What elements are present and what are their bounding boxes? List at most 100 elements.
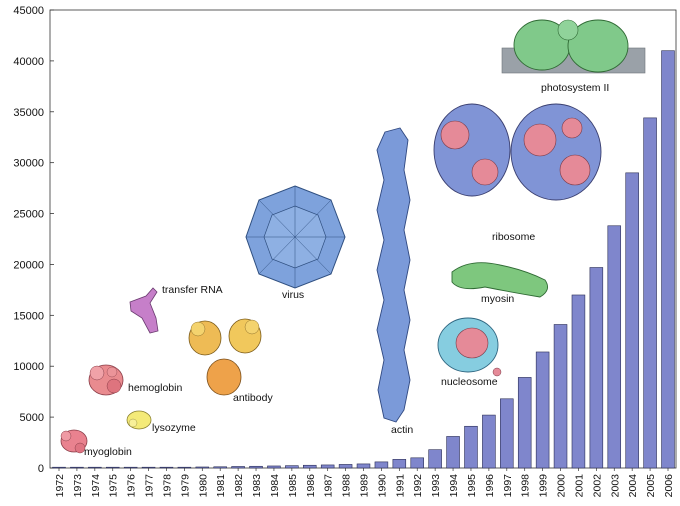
x-axis: 1972 1973 1974 1975 1976 1977 1978 1979 1980 1981… — [54, 468, 675, 497]
bar-1996 — [482, 414, 496, 469]
bar-1999 — [535, 351, 550, 469]
x-tick-label-1992: 1992 — [412, 474, 424, 498]
x-tick-label-2000: 2000 — [556, 474, 568, 498]
bar-1994 — [446, 436, 460, 469]
y-tick-label: 10000 — [13, 361, 44, 373]
actin-illustration — [376, 127, 411, 423]
x-tick-label-1981: 1981 — [215, 474, 227, 498]
x-tick-label-1974: 1974 — [90, 474, 102, 498]
bar-1991 — [392, 459, 407, 469]
antibody-illustration — [188, 318, 262, 396]
label-photosystem-ii: photosystem II — [541, 82, 609, 94]
myoglobin-illustration — [60, 429, 88, 454]
bar-1977 — [141, 466, 156, 469]
photosystem-ii-illustration — [501, 19, 646, 74]
label-nucleosome: nucleosome — [441, 376, 498, 388]
bar-1982 — [231, 466, 245, 469]
plot-frame — [49, 9, 677, 469]
bar-2000 — [553, 324, 568, 469]
x-tick-label-1994: 1994 — [448, 474, 460, 498]
label-myoglobin: myoglobin — [84, 446, 132, 458]
x-tick-label-1990: 1990 — [376, 474, 388, 498]
bar-1975 — [105, 466, 120, 469]
x-tick-label-1995: 1995 — [466, 474, 478, 498]
label-lysozyme: lysozyme — [152, 422, 196, 434]
bar-1983 — [249, 465, 263, 469]
bar-1979 — [177, 466, 192, 469]
label-myosin: myosin — [481, 293, 514, 305]
bar-2001 — [571, 294, 586, 469]
bar-1974 — [88, 466, 102, 469]
x-tick-label-1999: 1999 — [538, 474, 550, 498]
y-tick-label: 0 — [38, 463, 44, 475]
y-tick-label: 15000 — [13, 310, 44, 322]
bar-2006 — [661, 50, 675, 469]
label-antibody: antibody — [233, 392, 273, 404]
label-virus: virus — [282, 289, 304, 301]
y-tick-label: 25000 — [13, 209, 44, 221]
x-tick-label-1987: 1987 — [323, 474, 335, 498]
label-ribosome: ribosome — [492, 231, 535, 243]
bar-2003 — [607, 225, 622, 469]
bar-1987 — [320, 464, 335, 469]
x-tick-label-1991: 1991 — [394, 474, 406, 498]
molecule-illustrations — [60, 19, 646, 454]
transfer-rna-illustration — [129, 287, 159, 334]
bar-1984 — [267, 465, 281, 469]
bar-1986 — [303, 464, 317, 469]
x-tick-label-2006: 2006 — [663, 474, 675, 498]
virus-illustration — [245, 185, 346, 289]
bar-2002 — [589, 267, 604, 469]
x-tick-label-1976: 1976 — [126, 474, 138, 498]
bar-1985 — [285, 465, 299, 469]
bar-1997 — [500, 398, 514, 469]
x-tick-label-2003: 2003 — [609, 474, 621, 498]
bar-1998 — [517, 377, 532, 469]
label-transfer-rna: transfer RNA — [162, 284, 223, 296]
label-hemoglobin: hemoglobin — [128, 382, 182, 394]
annotation-labels: myoglobin lysozyme hemoglobin transfer R… — [84, 82, 609, 458]
x-tick-label-2004: 2004 — [627, 474, 639, 498]
nucleosome-illustration — [437, 317, 502, 377]
x-tick-label-1982: 1982 — [233, 474, 245, 498]
label-actin: actin — [391, 424, 413, 436]
x-tick-label-1975: 1975 — [108, 474, 120, 498]
myosin-illustration — [451, 262, 549, 298]
x-tick-label-1993: 1993 — [430, 474, 442, 498]
x-tick-label-1986: 1986 — [305, 474, 317, 498]
bar-1988 — [338, 464, 353, 469]
x-tick-label-1983: 1983 — [251, 474, 263, 498]
x-tick-label-1978: 1978 — [161, 474, 173, 498]
bar-1992 — [410, 457, 424, 469]
bar-1972 — [52, 466, 66, 469]
bar-2005 — [643, 117, 657, 469]
x-tick-label-1977: 1977 — [144, 474, 156, 498]
y-tick-label: 40000 — [13, 56, 44, 68]
bars — [52, 50, 675, 469]
bar-1995 — [464, 425, 478, 469]
x-tick-label-1989: 1989 — [359, 474, 371, 498]
hemoglobin-illustration — [88, 364, 124, 396]
x-tick-label-1973: 1973 — [72, 474, 84, 498]
bar-1993 — [428, 449, 442, 469]
x-tick-label-2005: 2005 — [645, 474, 657, 498]
bar-1980 — [195, 466, 210, 469]
x-tick-label-1980: 1980 — [197, 474, 209, 498]
bar-1973 — [70, 466, 84, 469]
y-tick-label: 30000 — [13, 158, 44, 170]
bar-1989 — [356, 463, 371, 469]
ribosome-illustration — [433, 103, 602, 201]
lysozyme-illustration — [126, 410, 152, 430]
x-tick-label-1988: 1988 — [341, 474, 353, 498]
bar-2004 — [625, 172, 639, 469]
y-tick-label: 35000 — [13, 107, 44, 119]
bar-1976 — [123, 466, 138, 469]
y-tick-label: 45000 — [13, 5, 44, 17]
x-tick-label-1979: 1979 — [179, 474, 191, 498]
bar-1981 — [213, 466, 227, 469]
x-tick-label-1996: 1996 — [484, 474, 496, 498]
bar-1978 — [159, 466, 174, 469]
y-axis: 0 5000 10000 15000 20000 25000 30000 35000 40000… — [13, 5, 54, 475]
y-tick-label: 5000 — [20, 412, 44, 424]
